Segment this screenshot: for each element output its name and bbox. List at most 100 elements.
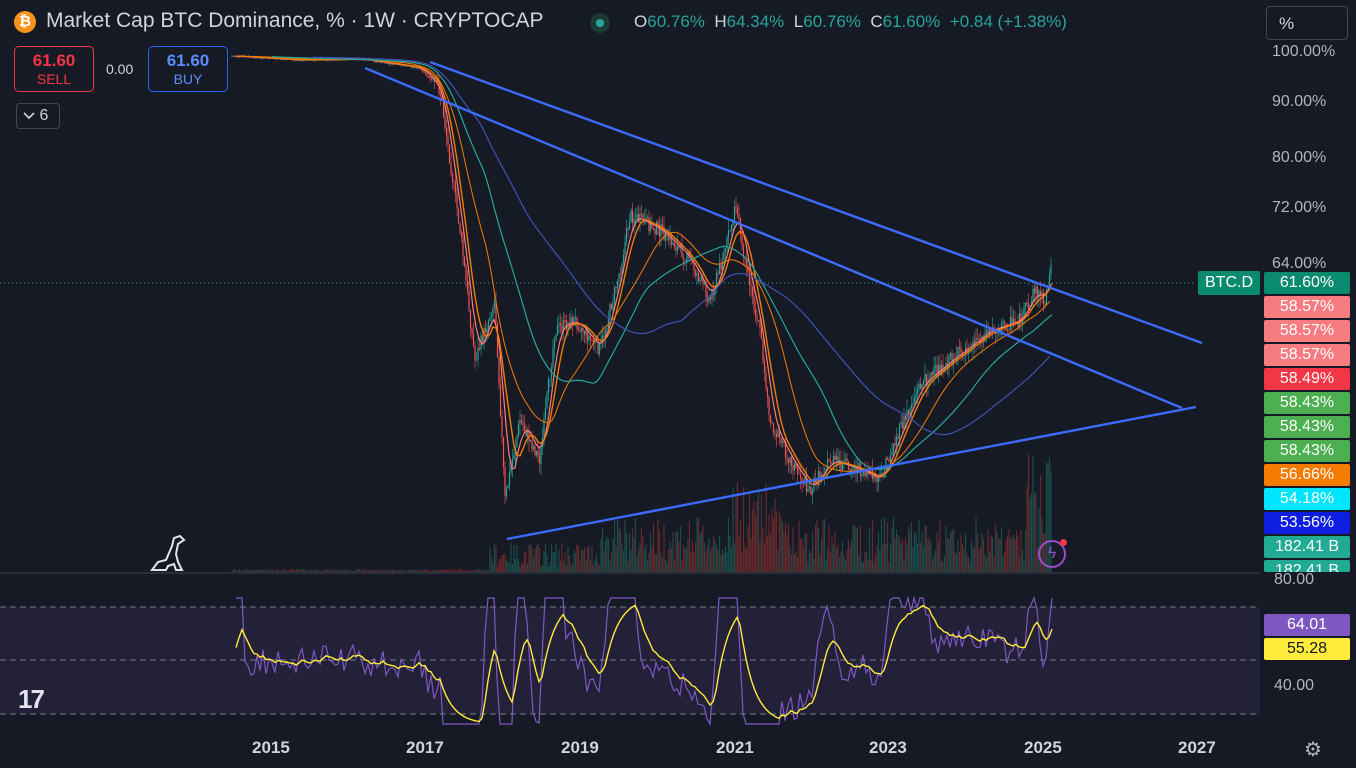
volume-bar bbox=[733, 542, 736, 572]
volume-bar bbox=[930, 542, 932, 572]
volume-bar bbox=[999, 539, 1001, 572]
candle-body bbox=[261, 57, 263, 59]
candle-body bbox=[561, 325, 563, 331]
volume-bar bbox=[855, 527, 857, 572]
volume-bar bbox=[324, 569, 326, 572]
candle-body bbox=[774, 432, 776, 434]
volume-bar bbox=[796, 557, 799, 572]
volume-bar bbox=[760, 494, 763, 572]
candle-body bbox=[498, 356, 500, 385]
candle-body bbox=[427, 76, 430, 78]
candle-body bbox=[495, 301, 497, 324]
volume-bar bbox=[819, 553, 821, 572]
rsi-axis-label: 80.00 bbox=[1274, 571, 1315, 588]
candle-body bbox=[537, 450, 539, 456]
volume-bar bbox=[921, 531, 923, 572]
volume-bar bbox=[864, 551, 866, 572]
volume-bar bbox=[384, 570, 386, 572]
symbol-title[interactable]: Market Cap BTC Dominance, % · 1W · CRYPT… bbox=[46, 9, 544, 32]
price-label: 182.41 B bbox=[1264, 560, 1350, 572]
lightning-icon[interactable]: ϟ bbox=[1038, 539, 1067, 568]
percent-scale-button[interactable]: % bbox=[1266, 6, 1348, 40]
candle-body bbox=[930, 372, 932, 383]
volume-bar bbox=[369, 570, 371, 572]
candle-body bbox=[741, 234, 743, 246]
volume-bar bbox=[403, 570, 406, 572]
volume-bar bbox=[445, 569, 448, 572]
candle-body bbox=[762, 339, 764, 361]
volume-bar bbox=[462, 570, 464, 572]
volume-bar bbox=[378, 570, 380, 572]
volume-bar bbox=[654, 553, 656, 572]
candle-body bbox=[520, 420, 523, 422]
volume-bar bbox=[732, 487, 734, 572]
candle-body bbox=[451, 173, 454, 182]
candle-body bbox=[1006, 329, 1009, 331]
price-chart[interactable] bbox=[0, 0, 1260, 768]
ohlc-readout: O60.76% H64.34% L60.76% C61.60% +0.84 (+… bbox=[634, 12, 1067, 31]
volume-bar bbox=[627, 561, 629, 572]
volume-bar bbox=[1033, 492, 1036, 572]
candle-body bbox=[429, 76, 431, 79]
volume-bar bbox=[615, 545, 617, 572]
volume-bar bbox=[529, 543, 532, 572]
buy-button[interactable]: 61.60 BUY bbox=[148, 46, 228, 92]
candle-body bbox=[327, 60, 329, 62]
volume-bar bbox=[895, 529, 898, 572]
candle-body bbox=[660, 224, 662, 237]
volume-bar bbox=[664, 559, 667, 572]
indicators-collapse-button[interactable]: 6 bbox=[16, 103, 60, 129]
volume-bar bbox=[628, 533, 631, 572]
candle-body bbox=[456, 193, 458, 209]
candle-body bbox=[763, 360, 766, 373]
volume-bar bbox=[777, 549, 779, 572]
volume-bar bbox=[729, 534, 731, 572]
volume-bar bbox=[877, 531, 880, 572]
candle-body bbox=[951, 353, 953, 366]
volume-bar bbox=[750, 538, 752, 572]
candle-body bbox=[924, 374, 926, 381]
price-label: 56.66% bbox=[1264, 464, 1350, 486]
volume-bar bbox=[433, 570, 436, 572]
candle-body bbox=[792, 465, 794, 471]
candle-body bbox=[942, 364, 944, 372]
volume-bar bbox=[922, 546, 925, 572]
volume-bar bbox=[489, 547, 491, 572]
price-label: 182.41 B bbox=[1264, 536, 1350, 558]
candle-body bbox=[267, 58, 269, 60]
dinosaur-icon[interactable] bbox=[148, 532, 188, 572]
volume-bar bbox=[894, 537, 896, 572]
gear-icon[interactable]: ⚙ bbox=[1304, 739, 1322, 761]
candle-body bbox=[912, 402, 914, 405]
candle-body bbox=[769, 415, 772, 423]
volume-bar bbox=[291, 569, 293, 572]
volume-bar bbox=[814, 525, 817, 572]
candle-body bbox=[423, 71, 425, 73]
volume-bar bbox=[997, 537, 1000, 572]
candle-body bbox=[624, 241, 626, 255]
market-status-icon[interactable] bbox=[590, 13, 610, 33]
volume-bar bbox=[856, 527, 859, 572]
volume-bar bbox=[292, 569, 295, 572]
candle-body bbox=[766, 387, 769, 398]
volume-bar bbox=[466, 570, 469, 572]
candle-body bbox=[489, 317, 491, 321]
tradingview-logo[interactable]: 17 bbox=[18, 684, 45, 714]
volume-bar bbox=[1026, 486, 1028, 572]
volume-bar bbox=[465, 570, 467, 572]
candle-body bbox=[858, 463, 860, 467]
candle-body bbox=[543, 418, 545, 438]
volume-bar bbox=[241, 570, 244, 572]
volume-bar bbox=[945, 525, 947, 572]
candle-body bbox=[447, 136, 449, 145]
candle-body bbox=[987, 330, 989, 335]
volume-bar bbox=[1047, 463, 1049, 572]
volume-bar bbox=[424, 569, 427, 572]
volume-bar bbox=[648, 552, 650, 572]
volume-bar bbox=[562, 561, 565, 572]
volume-bar bbox=[412, 570, 415, 572]
sell-button[interactable]: 61.60 SELL bbox=[14, 46, 94, 92]
volume-bar bbox=[367, 570, 370, 572]
volume-bar bbox=[603, 550, 605, 572]
volume-bar bbox=[249, 569, 251, 572]
